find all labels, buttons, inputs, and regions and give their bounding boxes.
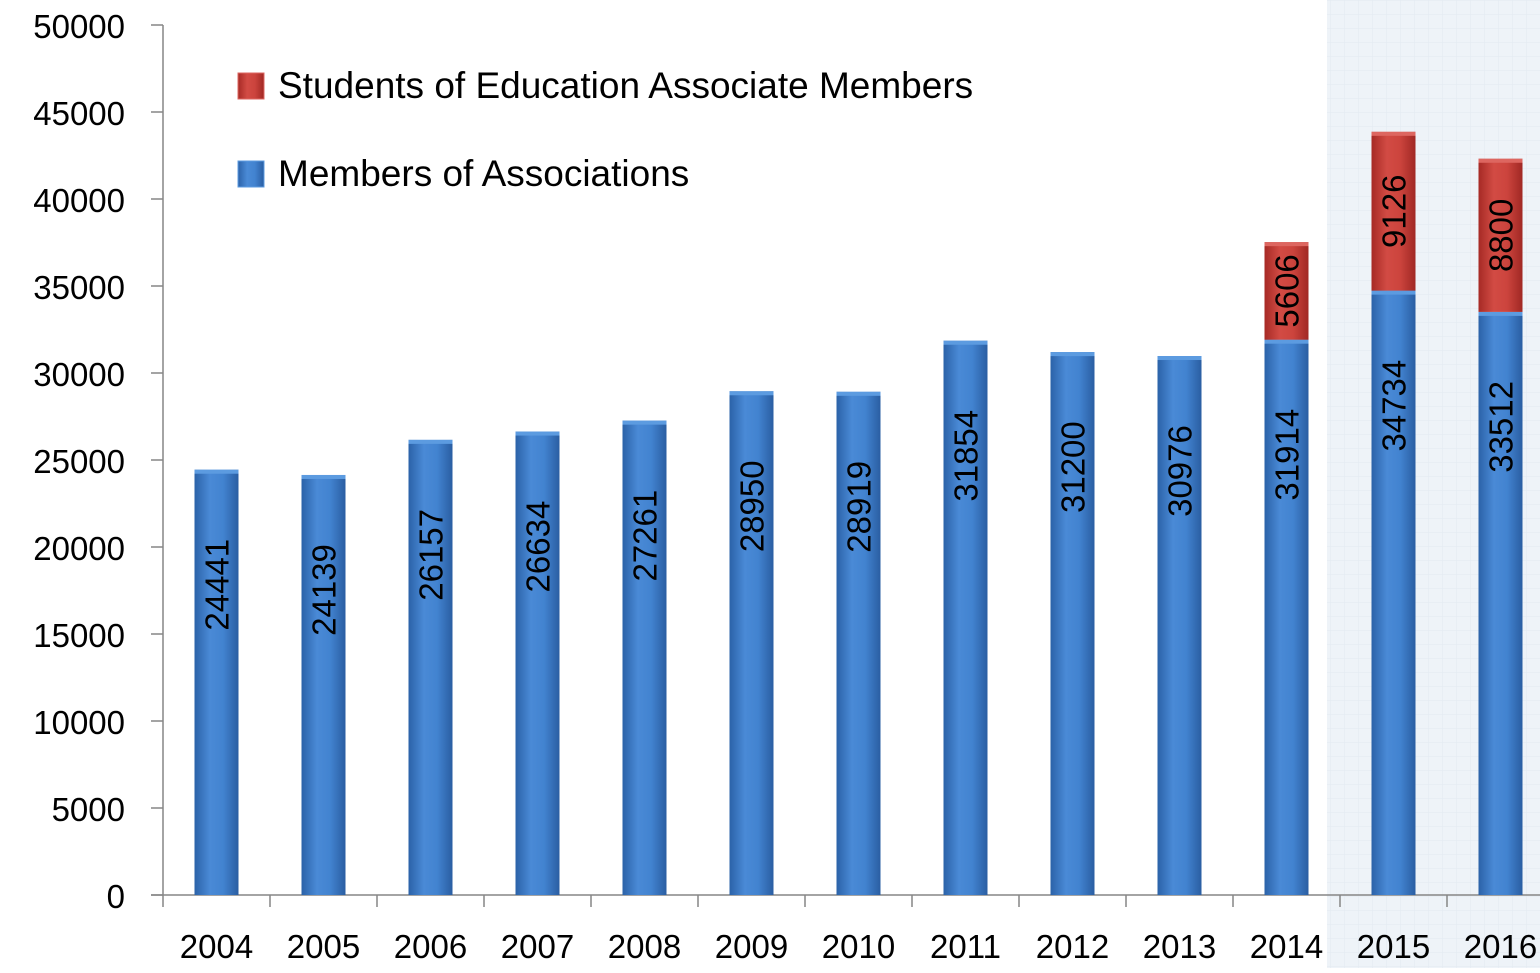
- data-label: 31914: [1269, 409, 1306, 501]
- data-label: 27261: [627, 490, 664, 582]
- y-tick-label: 35000: [33, 269, 125, 306]
- bar-students: [1371, 131, 1416, 291]
- bar-top-edge: [1371, 131, 1416, 136]
- data-label: 8800: [1483, 199, 1520, 272]
- x-tick-label: 2007: [501, 928, 574, 965]
- bar-top-edge: [729, 391, 774, 396]
- bar-top-edge: [622, 420, 667, 425]
- bar-members: [943, 340, 988, 896]
- bar-members: [622, 420, 667, 895]
- data-label: 31854: [948, 410, 985, 502]
- y-tick-label: 25000: [33, 443, 125, 480]
- bar-members: [1371, 290, 1416, 895]
- legend-swatch: [237, 72, 265, 100]
- bars: 24441 24139 26157 26634 27261 28950 28919 31854…: [194, 131, 1523, 896]
- x-tick-label: 2014: [1250, 928, 1323, 965]
- bar-top-edge: [1371, 290, 1416, 295]
- x-tick-label: 2008: [608, 928, 681, 965]
- x-tick-label: 2012: [1036, 928, 1109, 965]
- x-tick-label: 2015: [1357, 928, 1430, 965]
- legend-label: Members of Associations: [278, 153, 689, 194]
- bar-top-edge: [1478, 311, 1523, 316]
- bar-members: [1264, 339, 1309, 895]
- bar-top-edge: [1157, 356, 1202, 361]
- axes: 0 5000 10000 15000 20000 25000 30000 35000 40000…: [33, 8, 1540, 965]
- bar-members: [1478, 311, 1523, 895]
- bar-top-edge: [515, 431, 560, 436]
- data-label: 26634: [520, 501, 557, 593]
- bar-top-edge: [836, 391, 881, 396]
- y-tick-label: 45000: [33, 95, 125, 132]
- data-label: 28950: [734, 460, 771, 552]
- bar-members: [729, 391, 774, 895]
- bar-top-edge: [194, 469, 239, 474]
- x-tick-label: 2011: [930, 928, 1001, 965]
- legend-swatch: [237, 160, 265, 188]
- y-tick-label: 5000: [52, 791, 125, 828]
- bar-top-edge: [1478, 158, 1523, 163]
- bar-top-edge: [943, 340, 988, 345]
- bar-members: [301, 474, 346, 895]
- legend: Students of Education Associate Members M…: [237, 65, 973, 194]
- y-tick-label: 0: [107, 878, 125, 915]
- data-label: 30976: [1162, 425, 1199, 517]
- y-tick-label: 50000: [33, 8, 125, 45]
- y-tick-label: 15000: [33, 617, 125, 654]
- data-label: 33512: [1483, 381, 1520, 473]
- bar-students: [1264, 242, 1309, 340]
- x-tick-label: 2016: [1464, 928, 1537, 965]
- x-tick-label: 2010: [822, 928, 895, 965]
- bar-members: [1157, 356, 1202, 896]
- bar-top-edge: [1264, 242, 1309, 247]
- data-label: 28919: [841, 461, 878, 553]
- bar-members: [408, 439, 453, 895]
- bar-members: [515, 431, 560, 895]
- bar-members: [836, 391, 881, 895]
- data-label: 24441: [199, 539, 236, 631]
- bar-top-edge: [1264, 339, 1309, 344]
- bar-members: [194, 469, 239, 895]
- bar-top-edge: [1050, 352, 1095, 357]
- bar-top-edge: [301, 474, 346, 479]
- x-tick-label: 2004: [180, 928, 253, 965]
- bar-top-edge: [408, 439, 453, 444]
- y-tick-label: 10000: [33, 704, 125, 741]
- x-tick-label: 2009: [715, 928, 788, 965]
- data-label: 5606: [1269, 254, 1306, 327]
- bar-students: [1478, 158, 1523, 312]
- data-label: 9126: [1376, 175, 1413, 248]
- x-tick-label: 2006: [394, 928, 467, 965]
- data-label: 26157: [413, 509, 450, 601]
- data-label: 34734: [1376, 360, 1413, 452]
- y-tick-label: 40000: [33, 182, 125, 219]
- legend-label: Students of Education Associate Members: [278, 65, 973, 106]
- x-tick-label: 2013: [1143, 928, 1216, 965]
- y-tick-label: 20000: [33, 530, 125, 567]
- x-tick-label: 2005: [287, 928, 360, 965]
- data-label: 24139: [306, 544, 343, 636]
- y-tick-label: 30000: [33, 356, 125, 393]
- data-label: 31200: [1055, 421, 1092, 513]
- bar-members: [1050, 352, 1095, 895]
